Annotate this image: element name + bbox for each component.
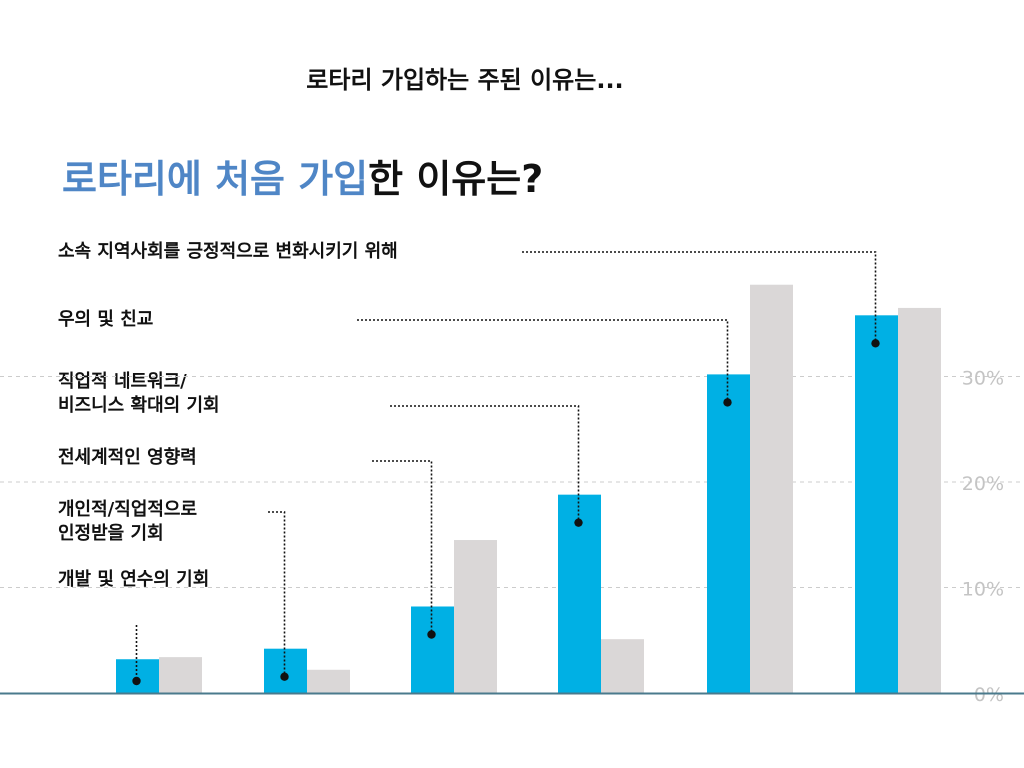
leader-dot: [280, 672, 289, 681]
reason-label-line: 인정받을 기회: [58, 523, 164, 544]
bar-secondary: [601, 639, 644, 693]
bar-secondary: [159, 657, 202, 693]
reason-label-friendship: 우의 및 친교: [58, 308, 153, 332]
bar-secondary: [898, 307, 941, 693]
y-tick-label: 10%: [962, 579, 1004, 601]
reason-label-global-impact: 전세계적인 영향력: [58, 446, 197, 470]
reason-label-line: 비즈니스 확대의 기회: [58, 395, 220, 416]
chart-heading: 로타리에 처음 가입한 이유는?: [62, 148, 543, 203]
slide-title: 로타리 가입하는 주된 이유는...: [306, 66, 624, 94]
bar-primary: [411, 606, 454, 693]
bar-secondary: [750, 284, 793, 693]
reason-label-development: 개발 및 연수의 기회: [58, 568, 209, 592]
leader-line: [390, 405, 580, 523]
leader-line: [522, 251, 877, 344]
leader-dot: [132, 676, 141, 686]
reason-label-line: 개인적/직업적으로: [58, 499, 198, 520]
leader-dot: [723, 398, 732, 407]
bar-primary: [558, 494, 601, 693]
y-tick-label: 30%: [962, 368, 1004, 390]
leader-line: [357, 319, 729, 403]
leader-dot: [574, 518, 583, 527]
reason-label-line: 소속 지역사회를 긍정적으로 변화시키기 위해: [58, 241, 398, 262]
bar-primary: [264, 648, 307, 693]
leader-dot: [871, 339, 880, 348]
y-tick-label: 20%: [962, 473, 1004, 495]
reason-label-line: 개발 및 연수의 기회: [58, 569, 210, 590]
leader-line: [268, 511, 286, 677]
y-tick-label: 0%: [974, 684, 1004, 706]
reason-label-line: 전세계적인 영향력: [58, 447, 197, 468]
leader-dot: [427, 630, 436, 639]
bar-secondary: [454, 540, 497, 693]
bar-primary: [116, 659, 159, 693]
heading-rest: 한 이유는?: [368, 157, 544, 201]
reason-label-recognition: 개인적/직업적으로 인정받을 기회: [58, 498, 197, 546]
bar-primary: [707, 374, 750, 693]
reason-label-community: 소속 지역사회를 긍정적으로 변화시키기 위해: [58, 240, 398, 264]
bar-primary: [855, 315, 898, 693]
reason-label-line: 우의 및 친교: [58, 309, 154, 330]
heading-accent: 로타리에 처음 가입: [62, 157, 369, 201]
bar-secondary: [307, 669, 350, 693]
